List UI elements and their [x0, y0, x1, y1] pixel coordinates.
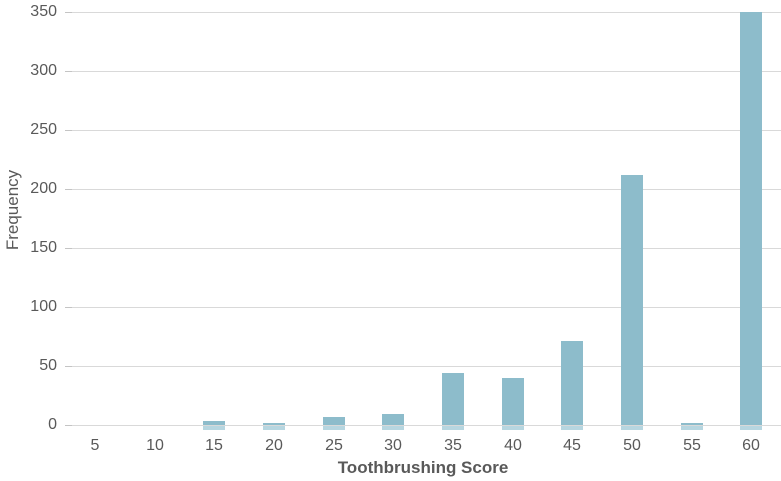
y-axis-tick-mark [65, 12, 72, 13]
y-tick-label: 0 [48, 416, 57, 433]
y-axis-tick-mark [65, 307, 72, 308]
bar-base-glow [502, 426, 524, 430]
y-axis-tick-mark [65, 71, 72, 72]
y-tick-label: 150 [30, 239, 57, 256]
y-axis-tick-mark [65, 425, 72, 426]
bar-base-glow [621, 426, 643, 430]
x-tick-label: 15 [205, 437, 223, 454]
gridline [65, 130, 781, 131]
y-axis-tick-mark [65, 189, 72, 190]
x-tick-label: 60 [742, 437, 760, 454]
y-tick-label: 350 [30, 3, 57, 20]
x-axis-title: Toothbrushing Score [337, 458, 509, 477]
gridline [65, 71, 781, 72]
y-tick-label: 50 [39, 357, 57, 374]
bar [203, 421, 225, 425]
x-tick-label: 45 [563, 437, 581, 454]
bar-base-glow [323, 426, 345, 430]
y-axis-tick-mark [65, 366, 72, 367]
bar-base-glow [263, 426, 285, 430]
x-tick-label: 25 [325, 437, 343, 454]
x-tick-label: 5 [90, 437, 100, 454]
bar-base-glow [382, 426, 404, 430]
bar [323, 417, 345, 425]
x-tick-label: 40 [504, 437, 522, 454]
y-axis-tick-mark [65, 130, 72, 131]
x-tick-label: 35 [444, 437, 462, 454]
bar-base-glow [740, 426, 762, 430]
gridline [65, 425, 781, 426]
x-tick-label: 55 [683, 437, 701, 454]
y-tick-label: 100 [30, 298, 57, 315]
bar [502, 378, 524, 425]
y-tick-label: 200 [30, 180, 57, 197]
bar [681, 423, 703, 425]
gridline [65, 189, 781, 190]
x-tick-label: 20 [265, 437, 283, 454]
bar [740, 12, 762, 425]
x-tick-label: 30 [384, 437, 402, 454]
bar-base-glow [561, 426, 583, 430]
bar [561, 341, 583, 425]
x-tick-label: 10 [146, 437, 164, 454]
gridline [65, 366, 781, 367]
bar-base-glow [203, 426, 225, 430]
y-tick-label: 300 [30, 62, 57, 79]
x-tick-label: 50 [623, 437, 641, 454]
y-tick-label: 250 [30, 121, 57, 138]
bar [621, 175, 643, 425]
bar-base-glow [681, 426, 703, 430]
bar-base-glow [442, 426, 464, 430]
bar [442, 373, 464, 425]
bar [382, 414, 404, 425]
gridline [65, 12, 781, 13]
gridline [65, 307, 781, 308]
bar [263, 423, 285, 425]
gridline [65, 248, 781, 249]
y-axis-tick-mark [65, 248, 72, 249]
